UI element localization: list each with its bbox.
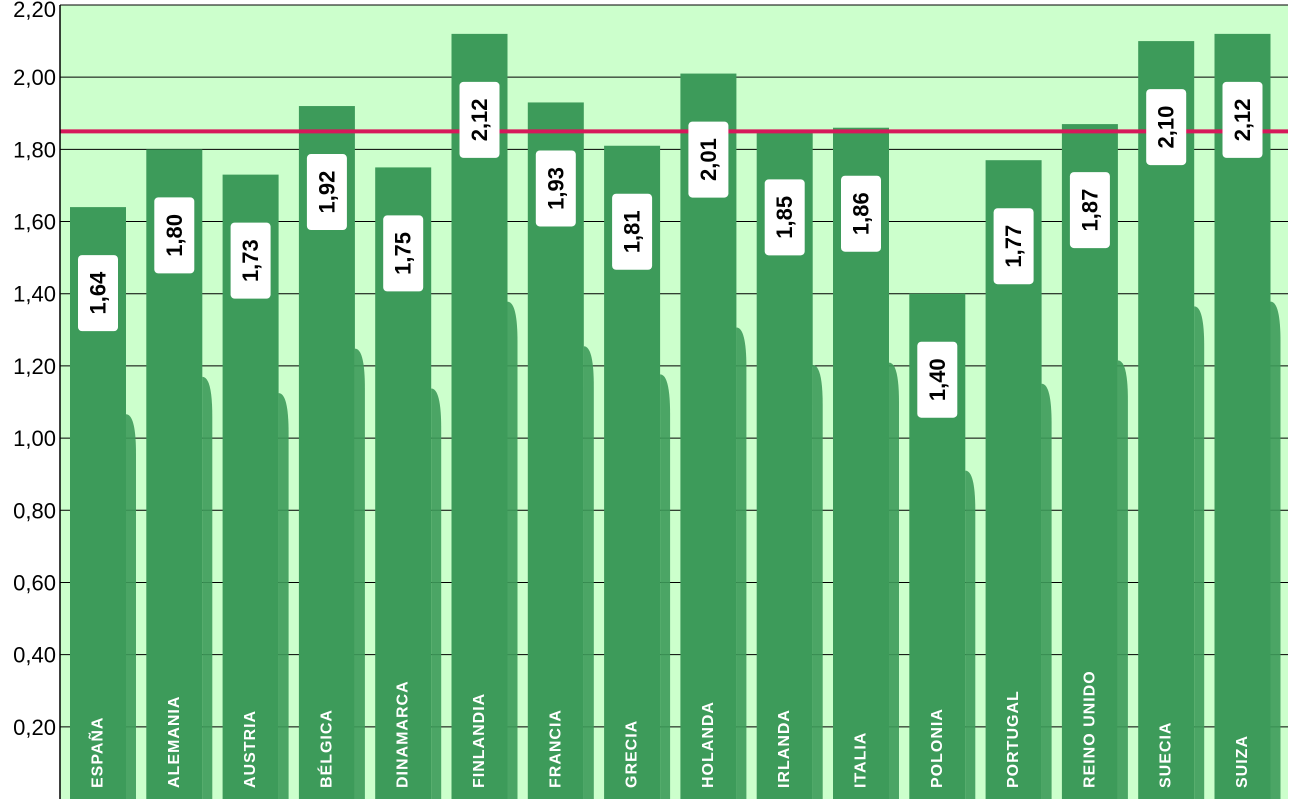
- value-label: 2,10: [1154, 106, 1179, 149]
- bar-shadow: [583, 346, 594, 799]
- value-label: 1,40: [925, 358, 950, 401]
- category-label: AUSTRIA: [242, 710, 259, 788]
- value-label: 1,85: [772, 196, 797, 239]
- value-label: 1,92: [314, 171, 339, 214]
- category-label: REINO UNIDO: [1081, 670, 1098, 788]
- value-label: 2,12: [467, 98, 492, 141]
- category-label: PORTUGAL: [1005, 690, 1022, 788]
- bar: [1138, 41, 1195, 800]
- bar-shadow: [1270, 301, 1281, 799]
- y-axis-ticks: 0,20 0,40 0,60 0,80 1,00 1,20 1,40 1,60 1,80 2,00…: [13, 0, 56, 740]
- category-label: DINAMARCA: [395, 680, 412, 788]
- bar-shadow: [126, 414, 136, 799]
- category-label: SUECIA: [1158, 722, 1175, 788]
- y-tick-label: 2,20: [13, 0, 56, 22]
- value-label: 1,64: [86, 271, 111, 315]
- y-tick-label: 1,40: [13, 282, 56, 307]
- bar-shadow: [202, 376, 213, 799]
- bar-shadow: [278, 393, 289, 799]
- value-label: 2,12: [1230, 98, 1255, 141]
- category-label: HOLANDA: [700, 701, 717, 788]
- y-tick-label: 2,00: [13, 65, 56, 90]
- value-label-box: [1069, 172, 1110, 249]
- value-label: 2,01: [696, 138, 721, 181]
- y-tick-label: 1,60: [13, 210, 56, 235]
- bar-shadow: [965, 470, 976, 799]
- bar-shadow: [354, 348, 365, 799]
- value-label-box: [459, 81, 500, 158]
- y-tick-label: 0,20: [13, 715, 56, 740]
- bar-shadow: [1194, 306, 1205, 799]
- value-label-box: [1146, 89, 1187, 166]
- value-label-box: [841, 175, 881, 252]
- value-label: 1,86: [849, 192, 874, 235]
- category-label: ITALIA: [853, 732, 870, 788]
- value-label-box: [917, 341, 958, 418]
- value-label: 1,80: [162, 214, 187, 257]
- value-label: 1,75: [391, 232, 416, 275]
- category-label: BÉLGICA: [316, 709, 335, 788]
- value-label: 1,87: [1077, 189, 1102, 232]
- bar-shadow: [431, 388, 442, 799]
- value-labels: 1,64 1,80 1,73 1,92 1,75 2,12 1,93 1,81 2,01 1,85…: [78, 81, 1263, 418]
- value-label-box: [535, 150, 576, 227]
- category-label: FINLANDIA: [471, 693, 488, 788]
- category-label: IRLANDA: [776, 709, 793, 788]
- value-label-box: [306, 154, 347, 231]
- value-label-box: [1222, 81, 1263, 158]
- category-label: ALEMANIA: [166, 696, 183, 788]
- bar-shadow: [889, 362, 899, 799]
- value-label-box: [612, 193, 653, 270]
- value-label-box: [688, 121, 729, 198]
- bar-shadow: [812, 365, 823, 799]
- bar-shadow: [736, 327, 747, 799]
- bar: [1214, 33, 1271, 799]
- value-label: 1,93: [543, 167, 568, 210]
- y-tick-label: 1,80: [13, 137, 56, 162]
- y-tick-label: 1,20: [13, 354, 56, 379]
- category-label: GRECIA: [624, 720, 641, 788]
- category-label: POLONIA: [929, 708, 946, 788]
- y-tick-label: 0,40: [13, 643, 56, 668]
- y-tick-label: 1,00: [13, 426, 56, 451]
- bar-shadow: [1041, 383, 1052, 799]
- value-label-box: [78, 255, 118, 332]
- bar-shadow: [507, 301, 518, 799]
- value-label: 1,73: [238, 239, 263, 282]
- value-label-box: [230, 222, 271, 299]
- category-label: ESPAÑA: [87, 717, 107, 789]
- bar-shadow: [1117, 360, 1128, 799]
- bar-shadow: [660, 374, 671, 799]
- value-label-box: [383, 215, 424, 292]
- bar: [451, 33, 508, 799]
- y-tick-label: 0,60: [13, 570, 56, 595]
- value-label-box: [764, 179, 805, 256]
- category-label: SUIZA: [1234, 735, 1251, 788]
- value-label-box: [993, 208, 1034, 285]
- value-label: 1,81: [620, 210, 645, 253]
- category-label: FRANCIA: [547, 709, 564, 788]
- category-labels: ESPAÑA ALEMANIA AUSTRIA BÉLGICA DINAMARCA FIN…: [87, 670, 1252, 788]
- value-label-box: [154, 197, 195, 274]
- value-label: 1,77: [1001, 225, 1026, 268]
- y-tick-label: 0,80: [13, 498, 56, 523]
